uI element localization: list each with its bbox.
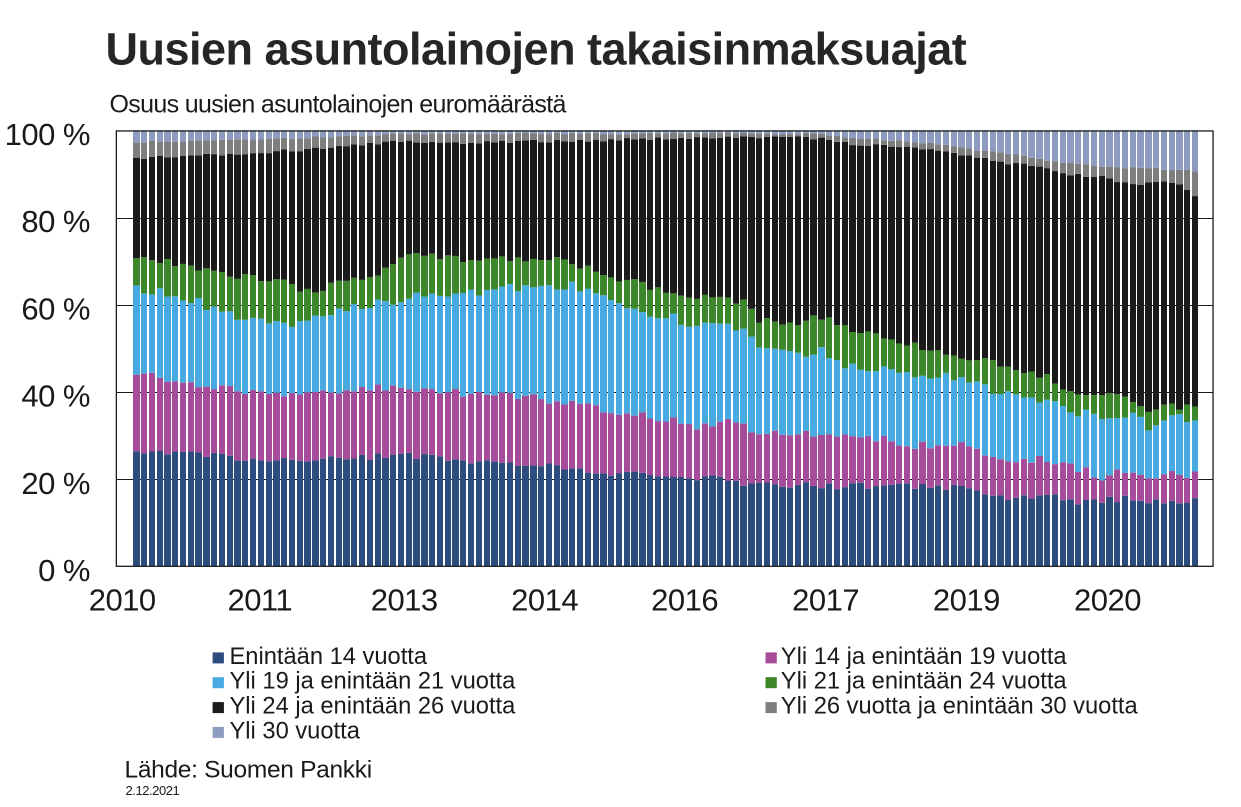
svg-text:Uusien asuntolainojen takaisin: Uusien asuntolainojen takaisinmaksuajat xyxy=(106,24,967,75)
svg-text:40 %: 40 % xyxy=(21,379,90,414)
svg-text:Osuus uusien asuntolainojen eu: Osuus uusien asuntolainojen euromäärästä xyxy=(110,91,567,119)
svg-text:Enintään 14 vuotta: Enintään 14 vuotta xyxy=(230,644,428,670)
svg-text:Yli 30 vuotta: Yli 30 vuotta xyxy=(230,718,361,744)
svg-text:Yli 26 vuotta ja enintään 30 v: Yli 26 vuotta ja enintään 30 vuotta xyxy=(781,694,1139,720)
svg-text:Yli 21 ja enintään 24 vuotta: Yli 21 ja enintään 24 vuotta xyxy=(781,669,1068,695)
svg-text:20 %: 20 % xyxy=(21,466,90,501)
svg-text:2.12.2021: 2.12.2021 xyxy=(126,783,180,798)
svg-text:Yli 14 ja enintään 19 vuotta: Yli 14 ja enintään 19 vuotta xyxy=(781,644,1068,670)
svg-text:2013: 2013 xyxy=(371,583,438,618)
svg-text:100 %: 100 % xyxy=(5,117,90,152)
svg-text:60 %: 60 % xyxy=(21,291,90,326)
svg-text:2011: 2011 xyxy=(227,583,292,618)
svg-text:2010: 2010 xyxy=(89,583,156,618)
svg-text:2016: 2016 xyxy=(651,583,718,618)
svg-text:Lähde: Suomen Pankki: Lähde: Suomen Pankki xyxy=(125,756,372,783)
svg-text:Yli 19 ja enintään 21 vuotta: Yli 19 ja enintään 21 vuotta xyxy=(230,669,517,695)
svg-text:2019: 2019 xyxy=(933,583,1000,618)
svg-text:2017: 2017 xyxy=(792,583,859,618)
svg-text:80 %: 80 % xyxy=(21,204,90,239)
svg-text:Yli 24 ja enintään 26 vuotta: Yli 24 ja enintään 26 vuotta xyxy=(230,694,517,720)
svg-text:0 %: 0 % xyxy=(38,553,90,588)
svg-text:2014: 2014 xyxy=(511,583,578,618)
svg-text:2020: 2020 xyxy=(1074,583,1141,618)
